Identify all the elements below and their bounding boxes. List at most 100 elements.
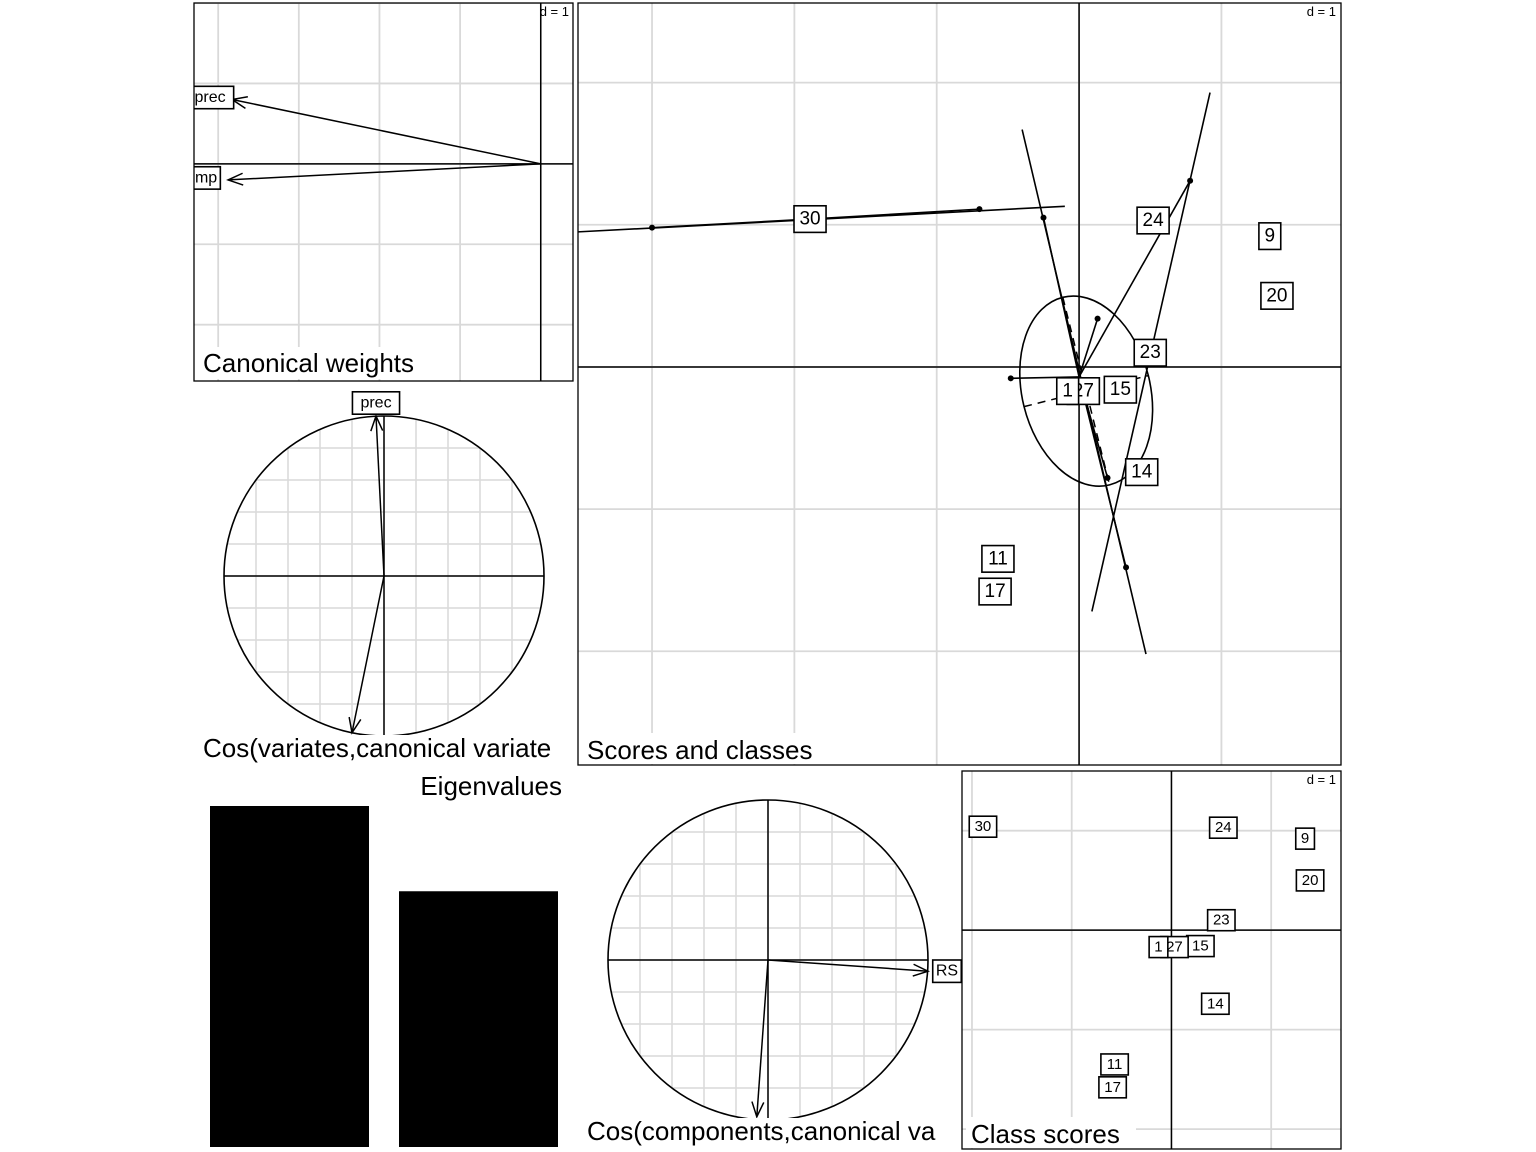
arrow-prec-head <box>370 413 384 432</box>
class-label-9: 9 <box>1258 222 1282 251</box>
class-label-30: 30 <box>793 204 827 234</box>
panel-frame <box>577 2 1342 766</box>
class-label-14: 14 <box>1124 458 1159 487</box>
label-text: 9 <box>1265 226 1276 247</box>
label-text: 15 <box>1110 379 1131 400</box>
arrow-axis-2-head <box>751 1101 765 1118</box>
arrow-RS-head <box>912 963 931 977</box>
star-segment <box>651 218 811 229</box>
label-text: 30 <box>799 209 820 230</box>
label-box <box>968 815 998 839</box>
panel-eigenvalues: Eigenvalues <box>210 771 562 1147</box>
arrow-axis-2-head <box>348 716 362 735</box>
title-background <box>198 347 438 379</box>
arrow-axis-2 <box>351 575 385 733</box>
label-text: RS <box>936 963 958 980</box>
label-box <box>1200 992 1230 1016</box>
eigenvalue-bar-2 <box>399 891 558 1147</box>
score-point <box>1040 214 1047 221</box>
label-text: 1 <box>1154 939 1162 956</box>
class-label-30: 30 <box>968 815 998 839</box>
cos-variates-plot: prec <box>223 390 545 735</box>
label-text: 23 <box>1213 912 1230 929</box>
class-label-20: 20 <box>1295 869 1325 892</box>
label-box <box>981 544 1015 573</box>
panel-title: Cos(components,canonical va <box>587 1116 936 1146</box>
label-text: 14 <box>1207 995 1224 1012</box>
arrow-mp-head <box>226 172 244 186</box>
class-label-17: 17 <box>978 577 1012 606</box>
arrow-RS <box>767 959 929 972</box>
label-box <box>1260 281 1294 310</box>
label-text: 15 <box>1192 938 1209 955</box>
arrow-label-prec: prec <box>194 85 235 110</box>
star-segment <box>1042 217 1080 378</box>
label-text: 20 <box>1266 285 1287 306</box>
label-box <box>194 165 222 190</box>
label-text: 24 <box>1143 210 1165 231</box>
class-label-1: 1 <box>1055 377 1080 406</box>
label-text: 17 <box>1104 1079 1121 1096</box>
class-label-11: 11 <box>981 544 1015 573</box>
eigenvalues-plot <box>210 806 558 1147</box>
panel-title: Cos(variates,canonical variate <box>203 733 551 763</box>
scale-label: d = 1 <box>1307 772 1336 787</box>
label-box <box>931 959 962 984</box>
arrow-label-prec: prec <box>351 390 401 415</box>
label-text: 9 <box>1301 830 1309 847</box>
cos-components-plot: RS <box>607 799 962 1118</box>
label-text: 1 <box>1062 381 1073 402</box>
ellipse-axis-minor <box>1023 374 1149 408</box>
correlation-circle <box>607 799 929 1118</box>
label-box <box>1098 1076 1128 1099</box>
panel-canonical-weights: prec mp d = 1 Canonical weights <box>193 2 574 382</box>
class-label-14: 14 <box>1200 992 1230 1016</box>
label-box <box>1133 338 1168 367</box>
star-segment <box>1078 180 1191 378</box>
arrow-prec <box>231 98 541 165</box>
arrow-label-RS: RS <box>931 959 962 984</box>
label-box <box>1103 375 1138 404</box>
scale-label: d = 1 <box>1307 4 1336 19</box>
arrow-prec <box>375 415 385 577</box>
title-background <box>582 733 838 764</box>
label-box <box>1100 1053 1130 1076</box>
class-label-20: 20 <box>1260 281 1294 310</box>
label-box <box>194 85 235 110</box>
arrow-axis-2 <box>756 959 769 1117</box>
class-label-1: 1 <box>1148 935 1169 959</box>
panel-title: Canonical weights <box>203 348 414 378</box>
class-label-15: 15 <box>1103 375 1138 404</box>
canonical-weights-plot: prec mp <box>194 3 573 381</box>
arrow-label-mp: mp <box>194 165 222 190</box>
panel-title: Class scores <box>971 1119 1120 1149</box>
star-segment <box>1078 376 1127 568</box>
label-text: prec <box>195 89 226 106</box>
label-text: prec <box>360 395 391 412</box>
class-label-24: 24 <box>1136 206 1170 235</box>
star-segment <box>809 208 980 220</box>
eigenvalue-bar-1 <box>210 806 369 1147</box>
label-box <box>351 390 401 415</box>
arrow-mp <box>228 163 541 181</box>
label-text: 11 <box>1107 1056 1123 1073</box>
panel-frame <box>961 770 1342 1150</box>
score-point <box>976 206 983 213</box>
label-text: 14 <box>1131 462 1153 483</box>
panel-background <box>962 771 1341 1149</box>
class-label-24: 24 <box>1208 816 1238 840</box>
score-point <box>649 224 656 231</box>
panel-frame <box>193 2 574 382</box>
label-box <box>1295 869 1325 892</box>
panel-title: Scores and classes <box>587 735 812 765</box>
panel-background <box>194 3 573 381</box>
class-label-23: 23 <box>1133 338 1168 367</box>
title-background <box>966 1117 1136 1148</box>
panel-cos-variates: prec Cos(variates,canonical variate <box>203 390 551 763</box>
class-label-11: 11 <box>1100 1053 1130 1076</box>
label-box <box>1258 222 1282 251</box>
